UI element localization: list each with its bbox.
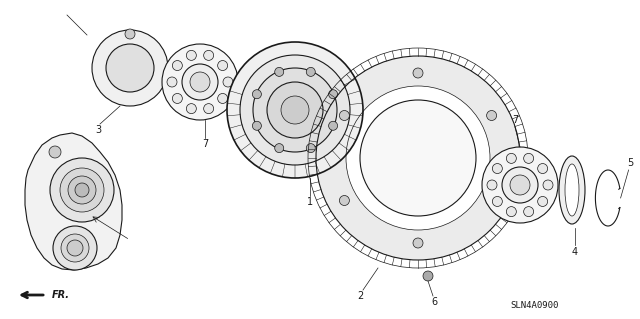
Circle shape	[218, 61, 228, 70]
Circle shape	[275, 67, 284, 76]
Circle shape	[543, 180, 553, 190]
Circle shape	[423, 271, 433, 281]
Circle shape	[524, 153, 534, 163]
Text: FR.: FR.	[52, 290, 70, 300]
Circle shape	[492, 197, 502, 206]
Circle shape	[538, 164, 548, 174]
Circle shape	[49, 146, 61, 158]
Circle shape	[60, 168, 104, 212]
Circle shape	[482, 147, 558, 223]
Circle shape	[182, 64, 218, 100]
Circle shape	[167, 77, 177, 87]
Circle shape	[486, 196, 497, 205]
Circle shape	[162, 44, 238, 120]
Text: 6: 6	[431, 297, 437, 307]
Circle shape	[172, 93, 182, 103]
Circle shape	[307, 67, 316, 76]
Text: 3: 3	[95, 125, 101, 135]
Circle shape	[487, 180, 497, 190]
Circle shape	[204, 104, 214, 114]
Circle shape	[61, 234, 89, 262]
Circle shape	[240, 55, 350, 165]
Circle shape	[252, 90, 261, 99]
Circle shape	[307, 144, 316, 152]
Circle shape	[413, 68, 423, 78]
Polygon shape	[25, 133, 122, 270]
Circle shape	[68, 176, 96, 204]
Circle shape	[510, 175, 530, 195]
Circle shape	[413, 238, 423, 248]
Circle shape	[252, 121, 261, 130]
Circle shape	[502, 167, 538, 203]
Ellipse shape	[565, 164, 579, 216]
Circle shape	[92, 30, 168, 106]
Circle shape	[538, 197, 548, 206]
Circle shape	[204, 50, 214, 60]
Circle shape	[524, 207, 534, 217]
Circle shape	[67, 240, 83, 256]
Circle shape	[75, 183, 89, 197]
Circle shape	[227, 42, 363, 178]
Text: 1: 1	[307, 197, 313, 207]
Circle shape	[506, 153, 516, 163]
Circle shape	[506, 207, 516, 217]
Text: 2: 2	[357, 291, 363, 301]
Circle shape	[360, 100, 476, 216]
Circle shape	[190, 72, 210, 92]
Circle shape	[186, 104, 196, 114]
Circle shape	[492, 164, 502, 174]
Ellipse shape	[559, 156, 585, 224]
Circle shape	[253, 68, 337, 152]
Circle shape	[53, 226, 97, 270]
Circle shape	[186, 50, 196, 60]
Circle shape	[281, 96, 309, 124]
Circle shape	[218, 93, 228, 103]
Circle shape	[106, 44, 154, 92]
Circle shape	[223, 77, 233, 87]
Text: SLN4A0900: SLN4A0900	[511, 300, 559, 309]
Circle shape	[172, 61, 182, 70]
Text: 5: 5	[627, 158, 634, 168]
Circle shape	[267, 82, 323, 138]
Circle shape	[328, 121, 338, 130]
Circle shape	[50, 158, 114, 222]
Text: 4: 4	[572, 247, 578, 257]
Circle shape	[275, 144, 284, 152]
Circle shape	[339, 110, 349, 121]
Circle shape	[125, 29, 135, 39]
Circle shape	[486, 110, 497, 121]
Circle shape	[339, 196, 349, 205]
Circle shape	[328, 90, 338, 99]
Text: 7: 7	[512, 115, 518, 125]
Text: 7: 7	[202, 139, 208, 149]
